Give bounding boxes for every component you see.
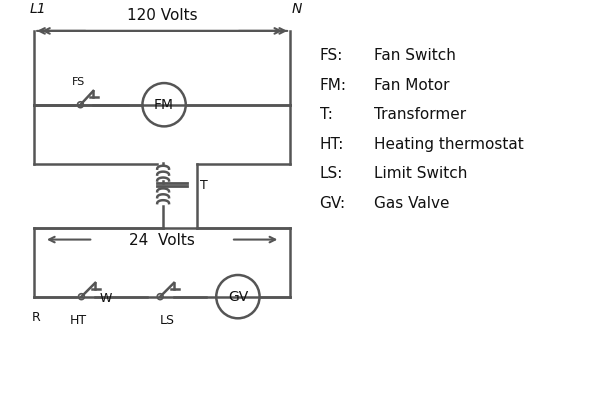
Text: HT: HT — [70, 314, 87, 327]
Text: T: T — [199, 179, 207, 192]
Text: W: W — [99, 292, 112, 305]
Text: Fan Motor: Fan Motor — [373, 78, 449, 92]
Text: Heating thermostat: Heating thermostat — [373, 136, 523, 152]
Text: LS: LS — [159, 314, 175, 327]
Text: GV:: GV: — [320, 196, 346, 211]
Text: Limit Switch: Limit Switch — [373, 166, 467, 181]
Text: 24  Volts: 24 Volts — [129, 233, 195, 248]
Text: FS: FS — [71, 77, 85, 87]
Text: Fan Switch: Fan Switch — [373, 48, 455, 63]
Text: FM:: FM: — [320, 78, 346, 92]
Text: FM: FM — [154, 98, 174, 112]
Text: GV: GV — [228, 290, 248, 304]
Text: Transformer: Transformer — [373, 107, 466, 122]
Text: T:: T: — [320, 107, 333, 122]
Text: Gas Valve: Gas Valve — [373, 196, 449, 211]
Text: R: R — [32, 312, 41, 324]
Text: L1: L1 — [30, 2, 46, 16]
Text: N: N — [292, 2, 303, 16]
Text: LS:: LS: — [320, 166, 343, 181]
Text: HT:: HT: — [320, 136, 344, 152]
Text: FS:: FS: — [320, 48, 343, 63]
Text: 120 Volts: 120 Volts — [127, 8, 198, 23]
